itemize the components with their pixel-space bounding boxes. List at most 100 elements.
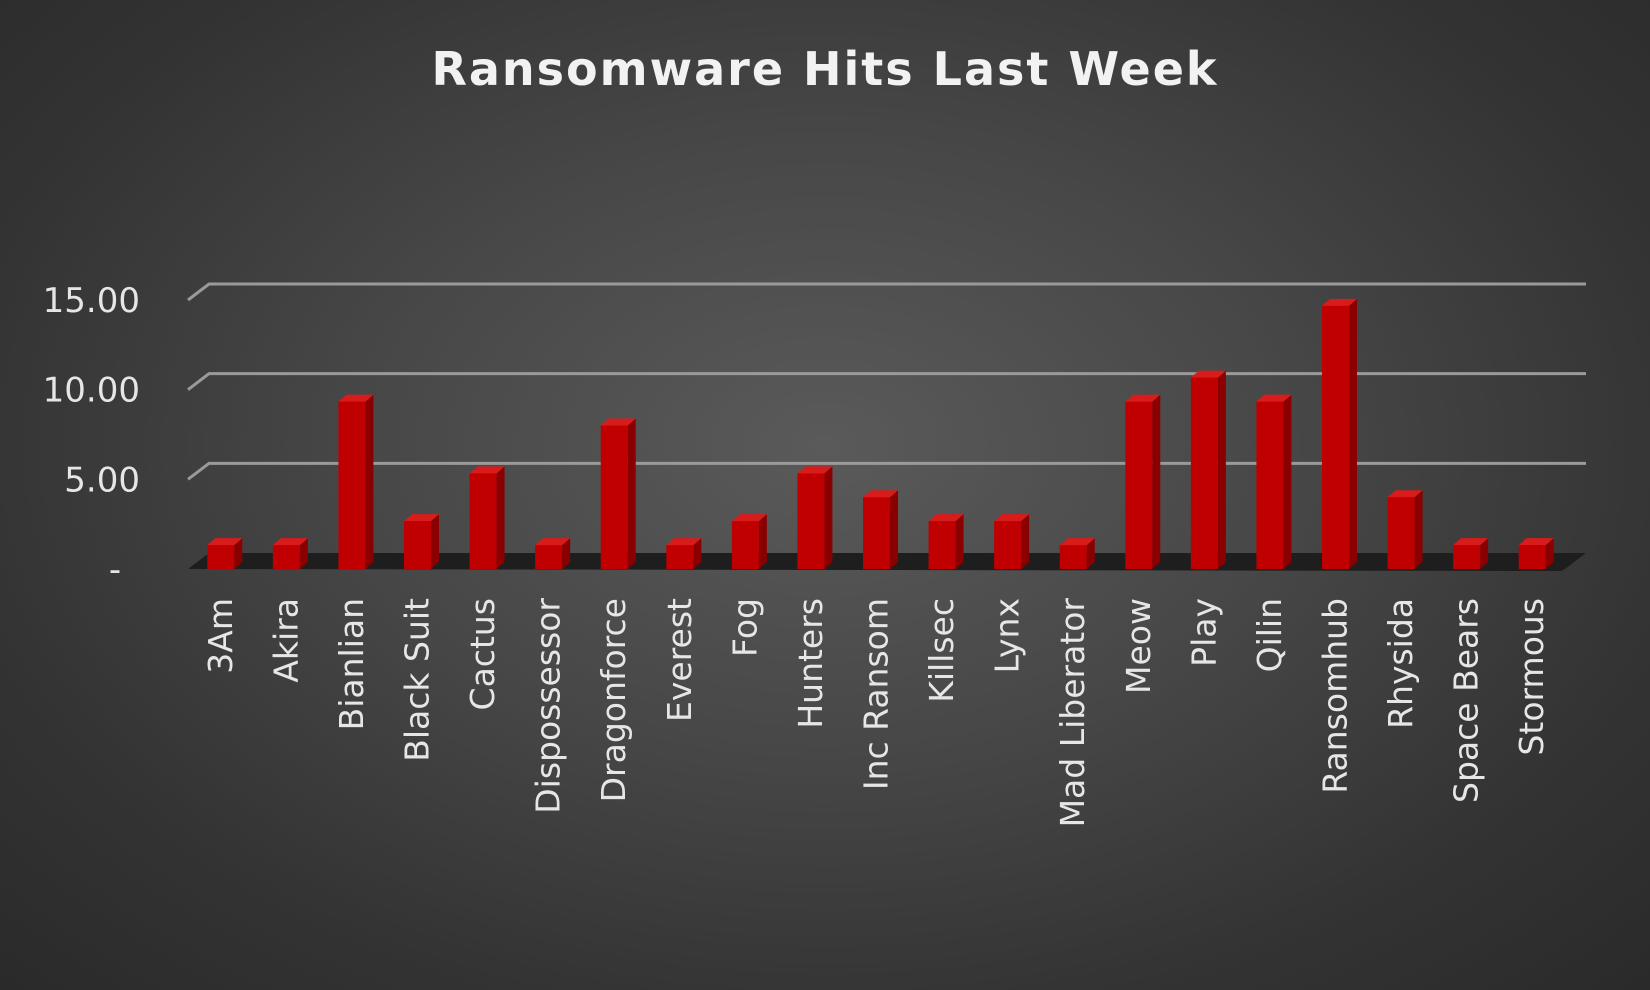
bar (272, 538, 308, 569)
bar-front (1518, 545, 1546, 569)
bar-side (1086, 538, 1095, 569)
bar-top (1387, 490, 1423, 498)
bar (1059, 538, 1095, 569)
gridline (187, 372, 1586, 391)
x-tick-label: 3Am (201, 598, 240, 674)
bar-front (338, 401, 366, 569)
bar (928, 514, 964, 569)
x-tick-label: Lynx (988, 598, 1027, 673)
bar-side (1152, 394, 1161, 569)
bar-front (1059, 545, 1087, 569)
bar-top (994, 514, 1030, 522)
bar-front (731, 521, 759, 569)
bar-top (928, 514, 964, 522)
x-tick-label: Ransomhub (1316, 598, 1355, 794)
bar-front (1453, 545, 1481, 569)
bar (1256, 394, 1292, 569)
gridlines (187, 282, 1586, 481)
bar-side (627, 418, 636, 569)
bar-side (890, 490, 898, 569)
bar-side (365, 394, 374, 569)
bar-top (731, 514, 767, 522)
y-axis-ticks: - 5.00 10.00 15.00 (43, 281, 140, 590)
bar (1387, 490, 1423, 569)
bar (1453, 538, 1489, 569)
x-tick-label: Cactus (463, 598, 502, 710)
bar (666, 538, 702, 569)
x-tick-label: Stormous (1512, 598, 1551, 756)
bar-top (1190, 370, 1226, 378)
x-tick-label: Dispossessor (529, 598, 568, 814)
bar-front (404, 521, 431, 569)
bar-side (824, 466, 833, 569)
y-tick-label: 10.00 (43, 371, 140, 411)
bar-side (234, 538, 243, 569)
bar-front (666, 545, 694, 569)
bar (731, 514, 767, 569)
bar-side (1545, 538, 1554, 569)
bar (1190, 370, 1226, 569)
bar (1125, 394, 1161, 569)
bar (600, 418, 636, 569)
bar-front (469, 473, 497, 569)
gridline (187, 282, 1586, 302)
x-tick-label: Qilin (1250, 598, 1289, 672)
bar (1322, 298, 1357, 569)
bar-side (299, 538, 308, 569)
bar (338, 394, 374, 569)
bar (535, 538, 571, 569)
bar-top (600, 418, 636, 426)
x-tick-label: Fog (725, 598, 764, 657)
bar-side (955, 514, 964, 569)
bar-top (404, 514, 439, 522)
bar-front (1256, 401, 1284, 569)
bar-side (431, 514, 439, 569)
bar-side (496, 466, 505, 569)
y-tick-label: 5.00 (64, 460, 140, 500)
x-tick-label: Mad Liberator (1053, 598, 1092, 828)
bars (207, 298, 1554, 569)
bar-front (1387, 497, 1415, 569)
x-tick-label: Play (1184, 598, 1223, 667)
bar-front (1322, 305, 1349, 569)
x-tick-label: Black Suit (398, 598, 437, 762)
bar-front (1125, 401, 1153, 569)
x-tick-label: Hunters (791, 598, 830, 729)
x-axis-labels: 3Am Akira Bianlian Black Suit Cactus Disposse… (201, 598, 1551, 828)
bar-front (863, 497, 890, 569)
bar-top (338, 394, 374, 402)
bar-top (1059, 538, 1095, 546)
bar-side (562, 538, 571, 569)
chart-title: Ransomware Hits Last Week (431, 42, 1218, 96)
bar (994, 514, 1030, 569)
x-tick-label: Everest (660, 598, 699, 722)
bar-side (1414, 490, 1423, 569)
bar (863, 490, 898, 569)
bar-side (1480, 538, 1489, 569)
bar-front (797, 473, 825, 569)
y-tick-label: 15.00 (43, 281, 140, 321)
x-tick-label: Killsec (922, 598, 961, 703)
x-tick-label: Akira (266, 598, 305, 683)
bar-top (1453, 538, 1489, 546)
bar-side (758, 514, 767, 569)
bar-side (1021, 514, 1030, 569)
x-tick-label: Inc Ransom (857, 598, 896, 790)
bar-top (535, 538, 571, 546)
bar-front (1190, 377, 1218, 569)
x-tick-label: Bianlian (332, 598, 371, 730)
bar (1518, 538, 1554, 569)
bar (797, 466, 833, 569)
bar-front (272, 545, 300, 569)
bar-top (1256, 394, 1292, 402)
bar-top (797, 466, 833, 474)
bar-side (1283, 394, 1292, 569)
bar-top (666, 538, 702, 546)
bar-top (469, 466, 505, 474)
x-tick-label: Space Bears (1447, 598, 1486, 803)
bar-front (994, 521, 1022, 569)
y-tick-label: - (109, 550, 121, 590)
bar-front (928, 521, 956, 569)
bar (469, 466, 505, 569)
bar-top (207, 538, 243, 546)
